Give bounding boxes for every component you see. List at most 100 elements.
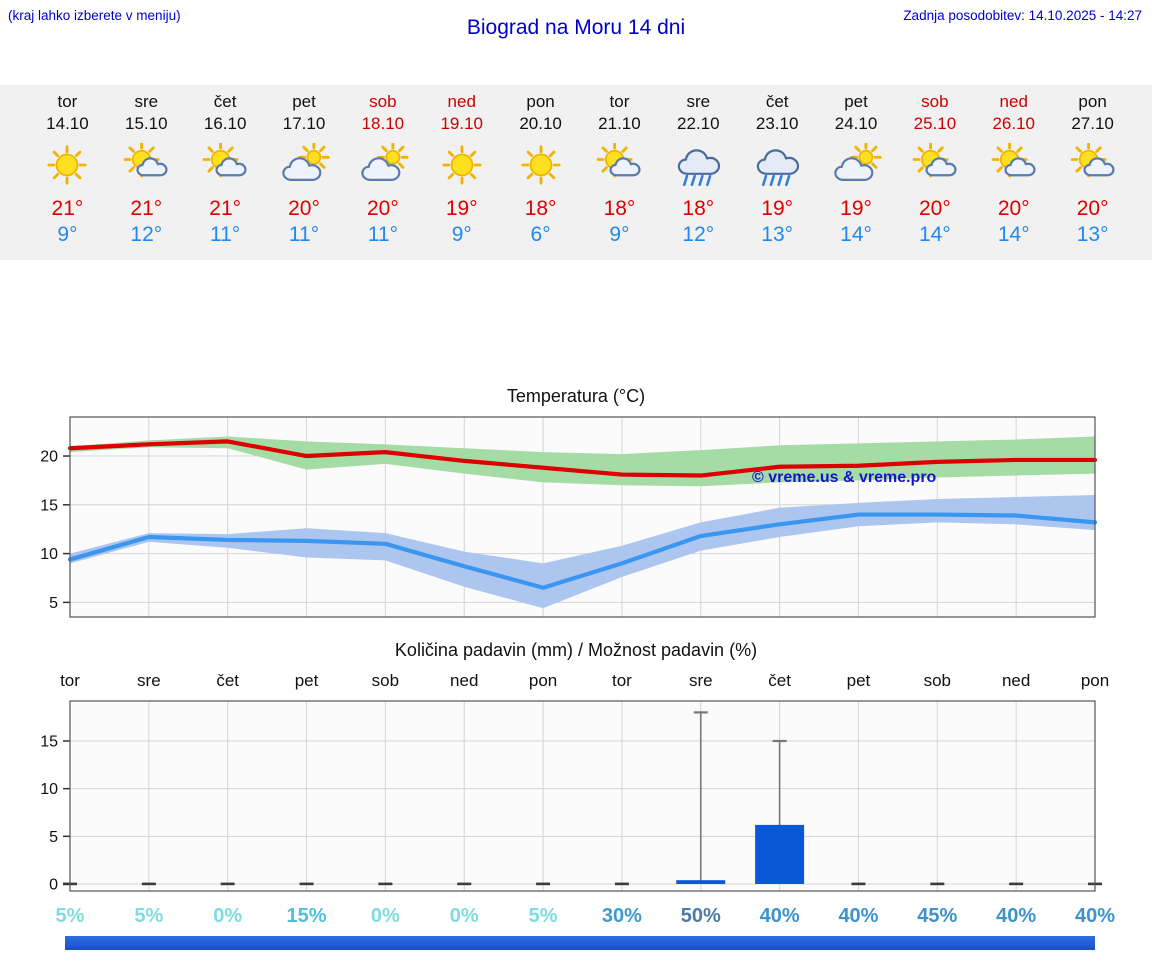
precip-y-axis: 0 5 10 15 xyxy=(40,734,70,894)
forecast-day[interactable]: tor 21.10 18° 9° xyxy=(580,91,659,260)
precip-probability: 30% xyxy=(602,905,642,927)
forecast-day[interactable]: ned 26.10 20° 14° xyxy=(974,91,1053,260)
forecast-day[interactable]: čet 23.10 19° 13° xyxy=(738,91,817,260)
day-name: tor xyxy=(609,92,630,111)
day-name: čet xyxy=(765,92,789,111)
day-name: sre xyxy=(686,92,711,111)
temp-max: 19° xyxy=(840,197,872,221)
temp-max: 18° xyxy=(682,197,715,221)
precip-bar xyxy=(755,824,805,884)
page-header: (kraj lahko izberete v meniju) Biograd n… xyxy=(0,0,1152,85)
precip-probability: 0% xyxy=(213,905,242,927)
temp-min: 13° xyxy=(1076,223,1109,247)
svg-text:sre: sre xyxy=(137,671,161,690)
temp-max: 20° xyxy=(1076,197,1109,221)
day-name: pon xyxy=(526,92,555,111)
temp-min: 11° xyxy=(288,223,320,247)
day-name: sob xyxy=(369,92,397,111)
day-date: 24.10 xyxy=(834,114,878,134)
temp-max: 19° xyxy=(761,197,794,221)
precip-probability: 40% xyxy=(838,905,878,927)
temp-min: 9° xyxy=(451,223,472,247)
temp-min: 11° xyxy=(367,223,398,247)
forecast-day[interactable]: sob 18.10 20° 11° xyxy=(343,91,422,260)
day-date: 21.10 xyxy=(598,114,641,134)
forecast-day[interactable]: sob 25.10 20° 14° xyxy=(895,91,974,260)
svg-text:sob: sob xyxy=(924,671,951,690)
precip-whisker xyxy=(693,711,708,884)
precip-gridlines xyxy=(70,701,1095,891)
temp-max: 19° xyxy=(445,197,478,221)
temp-max: 21° xyxy=(51,197,84,221)
day-name: pet xyxy=(292,92,316,111)
day-date: 14.10 xyxy=(46,114,89,134)
partly-cloudy-icon xyxy=(908,143,962,187)
forecast-day[interactable]: tor 14.10 21° 9° xyxy=(28,91,107,260)
precip-probability: 45% xyxy=(917,905,957,927)
day-name: ned xyxy=(999,92,1028,111)
svg-text:0: 0 xyxy=(49,877,58,894)
svg-text:15: 15 xyxy=(40,734,58,751)
day-date: 19.10 xyxy=(440,114,483,134)
forecast-day[interactable]: čet 16.10 21° 11° xyxy=(186,91,265,260)
day-date: 15.10 xyxy=(125,114,168,134)
forecast-day[interactable]: sre 22.10 18° 12° xyxy=(659,91,738,260)
temp-y-axis: 5 10 15 20 xyxy=(40,449,70,612)
day-name: ned xyxy=(447,92,476,111)
day-name: sre xyxy=(134,92,159,111)
day-date: 20.10 xyxy=(519,114,562,134)
partly-cloudy-icon xyxy=(119,143,173,187)
temp-max: 21° xyxy=(130,197,163,221)
last-update: Zadnja posodobitev: 14.10.2025 - 14:27 xyxy=(903,8,1142,23)
temp-min: 13° xyxy=(761,223,794,247)
svg-text:ned: ned xyxy=(1002,671,1030,690)
precip-probabilities: 5% 5% 0% 15% 0% 0% 5% 30% 50% 40% 40% 45% 40% 40% xyxy=(56,905,1116,927)
precip-probability: 5% xyxy=(134,905,163,927)
temp-min: 14° xyxy=(997,223,1030,247)
forecast-day[interactable]: ned 19.10 19° 9° xyxy=(422,91,501,260)
forecast-strip: tor 14.10 21° 9° sre 15.10 21° 12° čet 16.10 21° 11… xyxy=(0,85,1152,260)
temp-min: 6° xyxy=(530,223,551,247)
partly-cloudy-icon xyxy=(198,143,252,187)
forecast-day[interactable]: pon 20.10 18° 6° xyxy=(501,91,580,260)
partly-cloudy-icon xyxy=(987,143,1041,187)
forecast-day[interactable]: pet 17.10 20° 11° xyxy=(265,91,344,260)
mostly-cloudy-icon xyxy=(277,143,331,187)
precip-probability: 0% xyxy=(450,905,479,927)
svg-text:pon: pon xyxy=(529,671,557,690)
day-date: 18.10 xyxy=(361,114,405,134)
svg-text:čet: čet xyxy=(216,671,239,690)
forecast-day[interactable]: pet 24.10 19° 14° xyxy=(817,91,896,260)
forecast-day[interactable]: pon 27.10 20° 13° xyxy=(1053,91,1132,260)
svg-text:10: 10 xyxy=(40,781,58,798)
svg-text:15: 15 xyxy=(40,497,58,514)
max-temp-range-band xyxy=(70,436,1095,487)
temperature-chart-title: Temperatura (°C) xyxy=(506,386,646,406)
day-name: pon xyxy=(1078,92,1107,111)
temp-max: 18° xyxy=(524,197,557,221)
temp-max: 21° xyxy=(209,197,242,221)
gap xyxy=(0,622,1152,640)
svg-text:ned: ned xyxy=(450,671,478,690)
page-title: Biograd na Moru 14 dni xyxy=(466,16,686,39)
mostly-cloudy-icon xyxy=(829,143,883,187)
temp-max: 20° xyxy=(919,197,951,221)
precip-probability: 5% xyxy=(56,905,85,927)
forecast-day[interactable]: sre 15.10 21° 12° xyxy=(107,91,186,260)
svg-text:20: 20 xyxy=(40,449,58,466)
svg-text:sre: sre xyxy=(689,671,713,690)
spacer xyxy=(0,260,1152,386)
day-date: 27.10 xyxy=(1071,114,1114,134)
day-date: 26.10 xyxy=(992,114,1036,134)
day-date: 17.10 xyxy=(282,114,326,134)
precip-probability: 15% xyxy=(287,905,327,927)
day-name: pet xyxy=(844,92,868,111)
precip-probability: 0% xyxy=(371,905,400,927)
svg-text:pet: pet xyxy=(295,671,319,690)
rain-icon xyxy=(750,143,804,187)
svg-text:pon: pon xyxy=(1081,671,1109,690)
partly-cloudy-icon xyxy=(1066,143,1120,187)
day-date: 23.10 xyxy=(755,114,799,134)
day-name: čet xyxy=(213,92,237,111)
chart-watermark: © vreme.us & vreme.pro xyxy=(752,469,937,486)
